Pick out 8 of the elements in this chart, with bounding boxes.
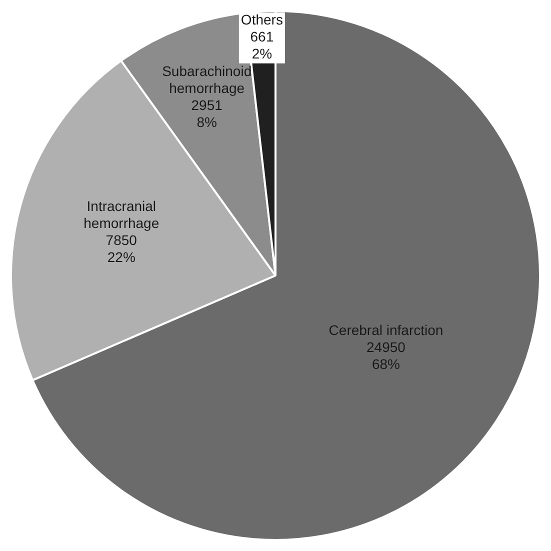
data-label: 7850 22% [106, 232, 138, 266]
data-label: 24950 68% [366, 339, 406, 372]
slice-label: Cerebral infarction [328, 322, 444, 338]
data-label: 2951 8% [191, 97, 223, 130]
slice-label: Intracranial hemorrhage [84, 198, 160, 232]
data-label: 661 2% [250, 28, 274, 62]
slice-label: Others [240, 12, 283, 28]
slice-label: Subarachinoid hemorrhage [162, 63, 252, 96]
